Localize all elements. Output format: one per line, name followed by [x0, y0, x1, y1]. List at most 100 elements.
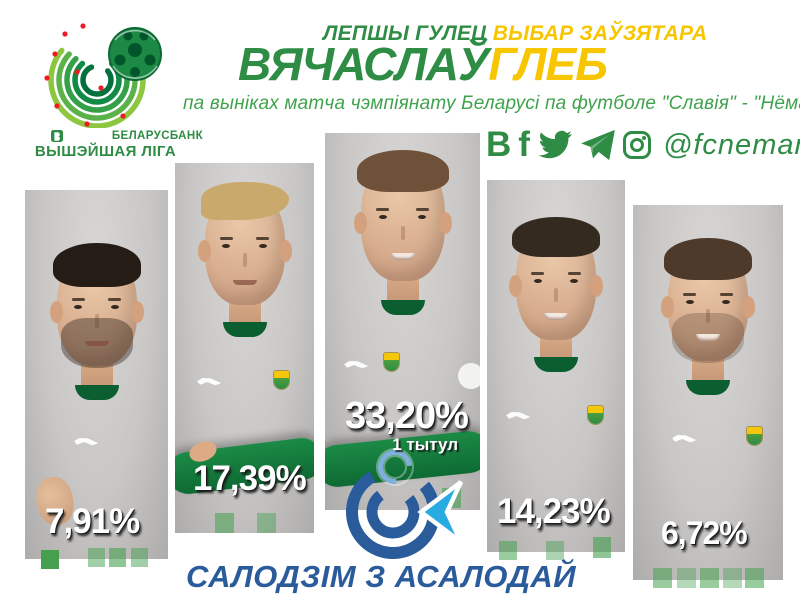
facebook-icon: f: [518, 125, 530, 164]
twitter-icon: [538, 130, 572, 159]
player-eye: [74, 304, 83, 309]
player-brow: [567, 271, 581, 275]
player-eye: [378, 215, 387, 220]
player-ear: [353, 211, 367, 234]
vk-icon: B: [486, 125, 512, 164]
pixel-square: [677, 568, 696, 588]
player-brow: [219, 236, 233, 240]
player-card-1: 7,91%: [25, 190, 168, 569]
player-eye: [258, 243, 267, 248]
instagram-dot: [641, 136, 646, 140]
bank-label: БЕЛАРУСБАНК: [111, 130, 203, 142]
player-head: [197, 182, 292, 305]
player-photo: 14,23%: [487, 180, 625, 552]
player-brow: [719, 292, 733, 296]
pixel-square: [723, 568, 742, 588]
player-card-5: 6,72%: [633, 205, 783, 588]
social-bar: B f @fcneman: [486, 126, 800, 164]
pixel-square: [88, 548, 105, 567]
player-hair: [356, 150, 449, 192]
instagram-icon: [622, 131, 651, 159]
player-hair: [200, 182, 289, 220]
player-head: [353, 150, 452, 281]
player-nose: [94, 314, 99, 329]
pixel-square: [745, 568, 764, 588]
pixel-square: [41, 550, 59, 569]
percent-label: 6,72%: [661, 515, 748, 551]
player-ear: [590, 275, 603, 298]
football-icon: [107, 27, 162, 81]
league-swirl-icon: [43, 23, 162, 128]
player-ear: [49, 301, 63, 324]
sponsor-ck-logo: [343, 460, 468, 569]
player-mouth: [84, 340, 109, 346]
club-badge: [383, 353, 399, 371]
player-head: [509, 217, 603, 340]
jersey-collar: [380, 300, 425, 315]
club-badge: [747, 427, 762, 445]
player-ear: [197, 240, 211, 263]
player-photo: 7,91%: [25, 190, 168, 559]
jersey-collar: [686, 380, 730, 395]
player-mouth: [390, 252, 415, 260]
player-mouth: [696, 333, 720, 341]
player-eye: [222, 243, 231, 248]
player-brow: [256, 236, 270, 240]
jersey-collar: [534, 357, 578, 372]
percent-label: 17,39%: [193, 459, 307, 498]
logo-red-dots: [43, 23, 126, 127]
player-eye: [533, 278, 542, 283]
player-jersey: [175, 322, 314, 533]
player-jersey: [487, 357, 625, 552]
player-brow: [376, 207, 390, 211]
fans-choice-label: ВЫБАР ЗАЎЗЯТАРА: [492, 22, 708, 45]
player-brow: [531, 271, 545, 275]
player-jersey: [25, 385, 168, 559]
player-nose: [706, 309, 710, 324]
headline-top: ЛЕПШЫ ГУЛЕЦ ВЫБАР ЗАЎЗЯТАРА: [323, 22, 707, 46]
pixel-square: [499, 541, 517, 560]
player-mouth: [232, 279, 257, 285]
percent-label: 33,20%: [345, 395, 469, 437]
player-nose: [242, 253, 247, 268]
club-badge: [587, 406, 603, 424]
player-brow: [415, 207, 429, 211]
bank-wordmark: БЕЛАРУСБАНК: [8, 130, 203, 142]
player-eye: [722, 299, 731, 304]
player-nose: [554, 288, 558, 303]
pixel-square: [700, 568, 719, 588]
player-jersey: [325, 300, 480, 510]
pixel-square: [131, 548, 148, 567]
percent-label: 7,91%: [45, 502, 140, 541]
premier-league-logo: БЕЛАРУСБАНК ВЫШЭЙШАЯ ЛІГА: [8, 16, 203, 160]
ck-logo-icon: [346, 465, 464, 559]
best-player-label: ЛЕПШЫ ГУЛЕЦ: [323, 22, 487, 45]
player-ear: [438, 211, 452, 234]
pixel-square: [653, 568, 672, 588]
player-ear: [742, 296, 755, 319]
player-ear: [661, 296, 674, 319]
jersey-collar: [222, 322, 267, 337]
telegram-icon: [581, 129, 615, 161]
player-eye: [418, 215, 427, 220]
player-brow: [71, 297, 85, 301]
player-ear: [278, 240, 292, 263]
player-brow: [683, 292, 697, 296]
player-hair: [664, 238, 752, 280]
match-subtitle: па выніках матча чэмпіянату Беларусі па …: [183, 93, 800, 114]
player-hair: [512, 217, 600, 257]
pixel-square: [593, 537, 611, 558]
player-card-2: 17,39%: [175, 163, 314, 533]
title-note: 1 тытул: [392, 435, 458, 454]
player-mouth: [544, 312, 568, 320]
pixel-square: [109, 548, 126, 567]
pixel-square: [546, 541, 564, 560]
league-wordmark: ВЫШЭЙШАЯ ЛІГА: [34, 143, 177, 160]
player-eye: [685, 299, 694, 304]
player-last-name: ГЛЕБ: [488, 38, 607, 90]
player-name-title: ВЯЧАСЛАЎГЛЕБ: [238, 38, 608, 90]
sponsor-slogan: САЛОДЗІМ З АСАЛОДАЙ: [186, 559, 577, 594]
percent-label: 14,23%: [497, 492, 611, 531]
player-hair: [52, 243, 141, 287]
player-head: [661, 238, 755, 363]
